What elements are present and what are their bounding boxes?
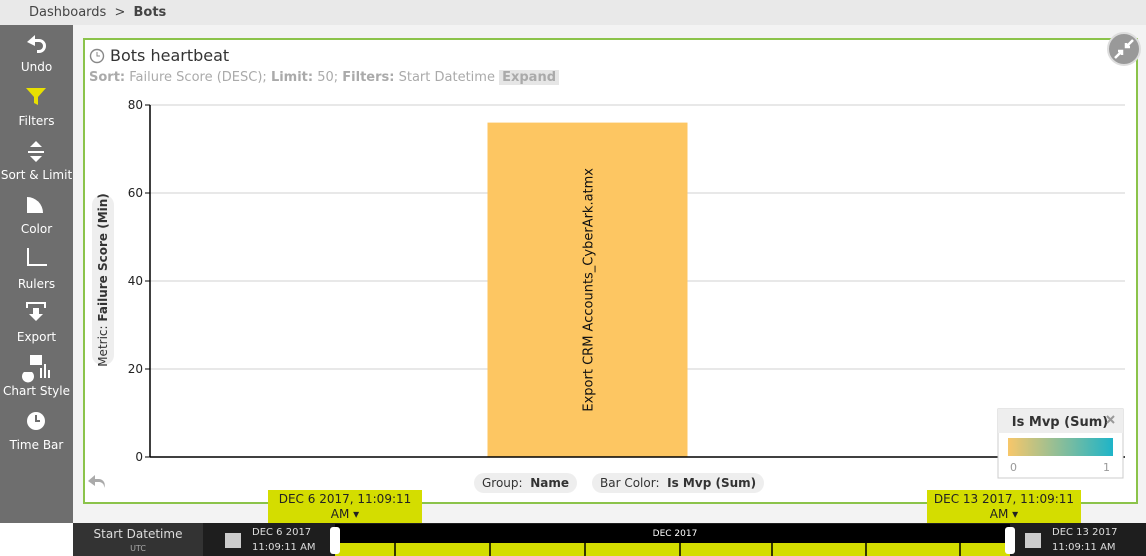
sidebar-item[interactable]: Color	[20, 222, 53, 236]
panel-title: Bots heartbeat	[110, 46, 230, 65]
bar	[487, 122, 688, 457]
expand-button[interactable]: Expand	[499, 70, 559, 85]
sort: Failure Score (DESC);	[129, 70, 267, 85]
panel-undo[interactable]	[88, 475, 105, 488]
y-tick-label: 20	[128, 362, 143, 376]
time-zone: UTC	[130, 544, 146, 553]
sidebar-item[interactable]: Export	[16, 330, 57, 344]
legend-close[interactable]	[1106, 415, 1115, 424]
y-label-prefix: Metric:	[96, 325, 110, 366]
filters-label: Filters:	[342, 70, 395, 85]
legend-tick: 1	[1103, 461, 1110, 474]
sidebar-item[interactable]: Rulers	[17, 277, 56, 291]
y-label: Failure Score (Min)	[96, 193, 110, 321]
end-tag-text: DEC 13 2017, 11:09:11 AM	[933, 492, 1075, 521]
breadcrumb: Dashboards > Bots	[0, 0, 1146, 25]
legend-header	[998, 409, 1123, 433]
filters: Start Datetime	[398, 70, 495, 85]
legend-scale	[1008, 438, 1113, 456]
timeline-dividers	[394, 543, 961, 556]
crumb-root[interactable]: Dashboards	[29, 5, 107, 20]
end-handle[interactable]	[1005, 527, 1015, 554]
time-field: Start Datetime	[94, 527, 183, 541]
limit-label: Limit:	[270, 70, 314, 85]
clock-icon	[89, 48, 105, 64]
crumb-current: Bots	[133, 5, 167, 20]
calendar-icons	[225, 533, 1041, 548]
sidebar-icons	[22, 35, 50, 430]
end-time: 11:09:11 AM	[1052, 542, 1116, 553]
start-time: 11:09:11 AM	[252, 542, 316, 553]
y-tick-label: 60	[128, 186, 143, 200]
y-tick-label: 0	[135, 450, 143, 464]
timeline-month: DEC 2017	[653, 529, 698, 539]
sidebar-item[interactable]: Time Bar	[9, 438, 64, 452]
end-date: DEC 13 2017	[1052, 527, 1118, 538]
collapse-button[interactable]	[1107, 32, 1141, 66]
sidebar-item[interactable]: Filters	[18, 114, 55, 128]
start-tag[interactable]: DEC 6 2017, 11:09:11 AM ▾	[268, 490, 422, 523]
bar-color-label: Bar Color:	[600, 476, 660, 490]
query-line: Sort: Failure Score (DESC); Limit: 50; F…	[89, 70, 559, 85]
sidebar-item[interactable]: Undo	[20, 60, 53, 74]
start-handle[interactable]	[330, 527, 340, 554]
sidebar: Undo Filters Sort & Limit Color Rulers Export…	[0, 25, 73, 523]
sidebar-item[interactable]: Sort & Limit	[0, 168, 73, 182]
timeline-range	[335, 543, 1010, 556]
crumb-sep: >	[114, 5, 126, 20]
plot: 0 20 40 60 80 Export CRM Accounts_CyberArk.at…	[128, 98, 1125, 464]
end-tag[interactable]: DEC 13 2017, 11:09:11 AM ▾	[927, 490, 1081, 523]
group-label: Group:	[482, 476, 523, 490]
sidebar-item[interactable]: Chart Style	[3, 384, 70, 398]
start-tag-text: DEC 6 2017, 11:09:11 AM	[278, 492, 412, 521]
y-label-pill	[92, 195, 114, 365]
time-field-box	[73, 523, 203, 556]
y-tick-label: 80	[128, 98, 143, 112]
bar-color-pill[interactable]: Bar Color: Is Mvp (Sum)	[592, 473, 765, 493]
legend-tick: 0	[1010, 461, 1017, 474]
y-tick-label: 40	[128, 274, 143, 288]
legend-title: Is Mvp (Sum)	[1012, 415, 1108, 430]
group-pill[interactable]: Group: Name	[474, 473, 578, 493]
group: Name	[530, 476, 570, 490]
start-date: DEC 6 2017	[252, 527, 311, 538]
y-axis-label: Metric: Failure Score (Min)	[96, 193, 110, 367]
bar-color: Is Mvp (Sum)	[667, 476, 757, 490]
sort-label: Sort:	[89, 70, 126, 85]
limit: 50;	[317, 70, 339, 85]
bar-label: Export CRM Accounts_CyberArk.atmx	[582, 168, 597, 412]
